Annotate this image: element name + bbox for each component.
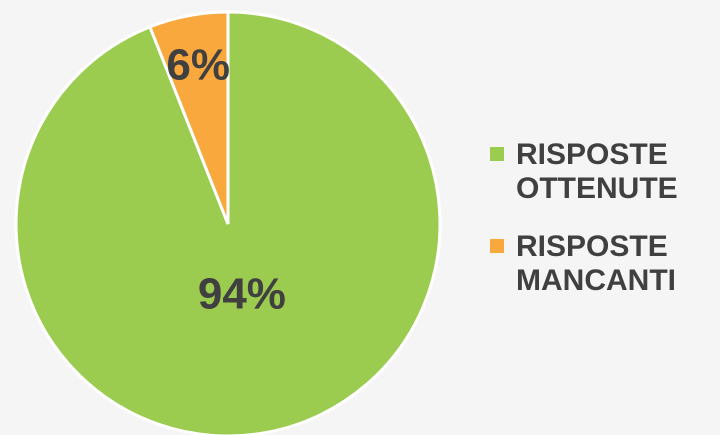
legend-entry: RISPOSTE OTTENUTE (490, 138, 720, 206)
pie-slice (14, 10, 442, 435)
legend-label: RISPOSTE OTTENUTE (516, 138, 678, 205)
legend-label: RISPOSTE MANCANTI (516, 230, 676, 297)
legend-swatch (490, 239, 504, 253)
legend-swatch (490, 147, 504, 161)
data-label: 6% (166, 40, 230, 89)
data-label: 94% (198, 270, 286, 319)
legend-entry: RISPOSTE MANCANTI (490, 230, 720, 298)
pie-slice (148, 10, 230, 225)
